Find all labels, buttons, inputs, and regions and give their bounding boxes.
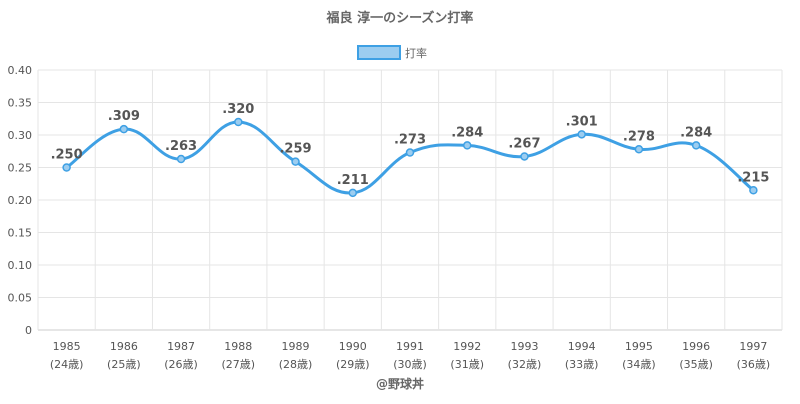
- data-point: [291, 157, 300, 166]
- x-tick-label-age: (32歳): [508, 358, 542, 371]
- x-tick-label-age: (26歳): [164, 358, 198, 371]
- x-tick-label-year: 1993: [510, 340, 538, 353]
- x-tick-label-age: (33歳): [565, 358, 599, 371]
- data-label: .267: [508, 136, 540, 151]
- data-label: .215: [737, 170, 769, 185]
- x-tick-label-age: (31歳): [450, 358, 484, 371]
- data-point: [634, 145, 644, 154]
- x-tick-label-age: (34歳): [622, 358, 656, 371]
- data-point: [234, 117, 243, 127]
- y-tick-label: 0.15: [8, 227, 33, 240]
- data-label: .263: [165, 139, 197, 154]
- x-tick-label-year: 1992: [453, 340, 481, 353]
- data-label: .320: [222, 102, 254, 117]
- x-tick-label-age: (36歳): [737, 358, 771, 371]
- chart-title: 福良 淳一のシーズン打率: [326, 10, 474, 26]
- x-tick-label-year: 1996: [682, 340, 710, 353]
- data-label: .273: [394, 133, 426, 148]
- data-point: [405, 148, 415, 157]
- x-tick-label-age: (25歳): [107, 358, 141, 371]
- x-tick-label-year: 1990: [339, 340, 367, 353]
- legend[interactable]: 打率: [357, 45, 427, 60]
- x-tick-label-year: 1988: [224, 340, 252, 353]
- data-point: [520, 152, 529, 161]
- x-tick-label-year: 1986: [110, 340, 138, 353]
- y-axis: 0 0.05 0.10 0.15 0.20 0.25 0.30 0.35 0.40: [8, 64, 33, 337]
- data-point: [749, 186, 758, 195]
- y-tick-label: 0.30: [8, 129, 33, 142]
- series-batting-average: [62, 117, 758, 198]
- data-point: [691, 141, 701, 150]
- data-point: [577, 130, 586, 139]
- data-point: [119, 124, 129, 134]
- x-tick-label-year: 1991: [396, 340, 424, 353]
- data-point: [348, 188, 358, 198]
- x-tick-label-year: 1995: [625, 340, 653, 353]
- y-tick-label: 0.05: [8, 292, 33, 305]
- x-tick-label-age: (30歳): [393, 358, 427, 371]
- grid: [37, 69, 783, 331]
- data-point: [176, 154, 186, 164]
- x-tick-label-age: (35歳): [679, 358, 713, 371]
- x-tick-label-year: 1985: [53, 340, 81, 353]
- legend-swatch: [357, 45, 401, 60]
- y-tick-label: 0.35: [8, 97, 33, 110]
- data-label: .211: [337, 173, 369, 188]
- y-tick-label: 0.10: [8, 259, 33, 272]
- data-label: .259: [279, 142, 311, 157]
- data-label: .278: [623, 129, 655, 144]
- legend-label: 打率: [405, 46, 427, 60]
- data-point: [462, 141, 472, 150]
- credit-text: @野球丼: [376, 376, 424, 391]
- data-label: .250: [51, 148, 83, 163]
- x-tick-label-age: (29歳): [336, 358, 370, 371]
- y-tick-label: 0.40: [8, 64, 33, 77]
- x-tick-label-age: (24歳): [50, 358, 84, 371]
- data-label: .284: [451, 125, 483, 140]
- x-tick-label-year: 1989: [282, 340, 310, 353]
- x-tick-label-year: 1987: [167, 340, 195, 353]
- data-labels: .250 .309 .263 .320 .259 .211 .273 .284 .267 .301…: [51, 102, 770, 188]
- y-tick-label: 0.20: [8, 194, 33, 207]
- data-label: .301: [566, 114, 598, 129]
- y-tick-label: 0.25: [8, 162, 33, 175]
- data-label: .309: [108, 109, 140, 124]
- x-tick-label-age: (27歳): [222, 358, 256, 371]
- x-tick-label-year: 1994: [568, 340, 596, 353]
- data-point: [62, 163, 71, 172]
- y-tick-label: 0: [25, 324, 32, 337]
- x-axis: 1985 (24歳) 1986 (25歳) 1987 (26歳) 1988 (27歳) 1989…: [50, 340, 770, 371]
- x-tick-label-year: 1997: [739, 340, 767, 353]
- data-label: .284: [680, 125, 712, 140]
- x-tick-label-age: (28歳): [279, 358, 313, 371]
